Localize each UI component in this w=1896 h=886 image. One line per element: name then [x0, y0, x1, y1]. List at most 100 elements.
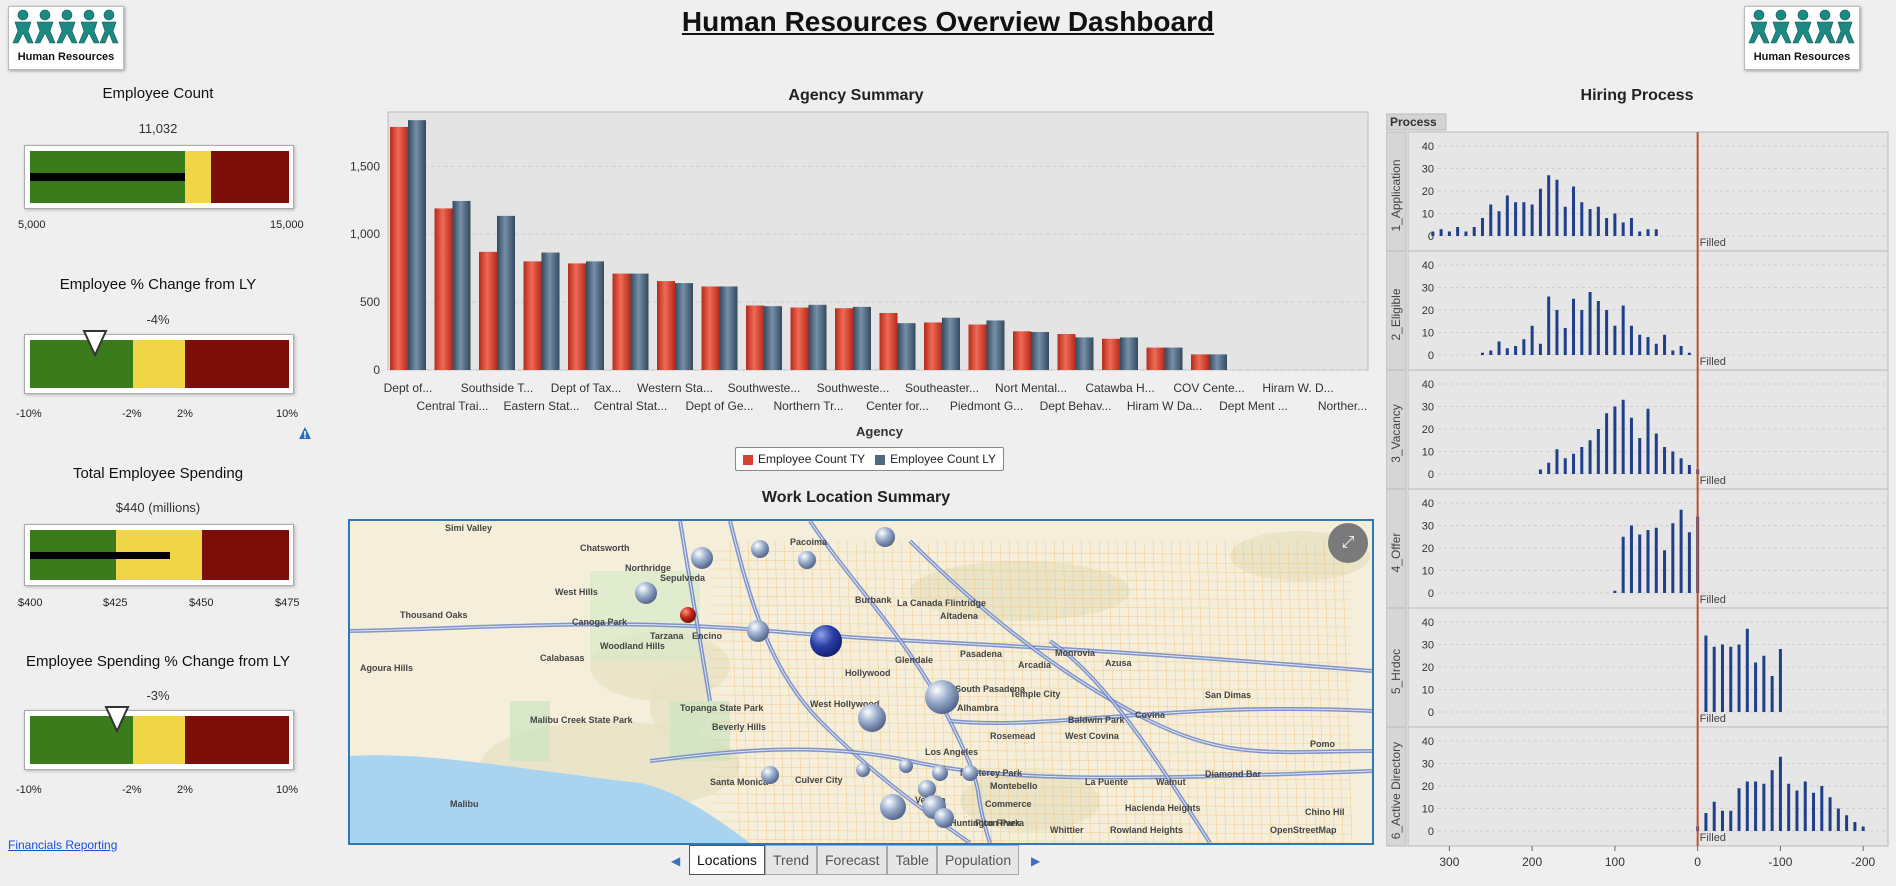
- map-street: [1314, 540, 1326, 843]
- work-location-map[interactable]: Simi Valley Chatsworth Pacoima Thousand Oak…: [348, 519, 1374, 845]
- hist-bar: [1720, 810, 1724, 831]
- map-street: [1305, 540, 1317, 843]
- hist-bar: [1629, 525, 1633, 593]
- map-street: [1125, 540, 1137, 843]
- logo-text: Human Resources: [1753, 51, 1851, 63]
- map-place-label: Malibu Creek State Park: [530, 715, 634, 725]
- map-place-label: Hacienda Heights: [1125, 803, 1201, 813]
- hist-bar: [1828, 797, 1832, 831]
- gauge-tick: 2%: [177, 408, 193, 420]
- hist-bar: [1629, 325, 1633, 355]
- hist-bar: [1770, 676, 1774, 712]
- warning-icon[interactable]: [298, 426, 312, 440]
- bar-ty-12: [924, 322, 942, 370]
- spending-change-gauge[interactable]: [24, 706, 294, 770]
- hist-bar: [1778, 649, 1782, 712]
- bar-ty-11: [879, 312, 898, 370]
- x-tick-label: 300: [1439, 855, 1459, 869]
- hist-bar: [1538, 469, 1542, 474]
- hist-bar: [1555, 310, 1559, 355]
- bar-ly-16: [1120, 337, 1138, 370]
- map-street: [1278, 540, 1290, 843]
- map-street: [709, 586, 1351, 592]
- category-label: Southweste...: [728, 381, 801, 395]
- hist-bar: [1547, 175, 1551, 236]
- map-place-label: Arcadia: [1018, 660, 1052, 670]
- map-street: [738, 540, 750, 843]
- map-place-label: Thousand Oaks: [400, 610, 468, 620]
- map-street: [1224, 540, 1236, 843]
- tabs-next-arrow-icon[interactable]: ▶: [1031, 854, 1041, 868]
- map-street: [1179, 540, 1191, 843]
- tab-forecast[interactable]: Forecast: [817, 845, 888, 875]
- employee-change-gauge[interactable]: [24, 330, 294, 394]
- location-bubble: [880, 794, 906, 820]
- map-place-label: West Hills: [555, 587, 598, 597]
- category-label: Catawba H...: [1085, 381, 1154, 395]
- map-canvas[interactable]: Simi Valley Chatsworth Pacoima Thousand Oak…: [350, 521, 1372, 843]
- financials-reporting-link[interactable]: Financials Reporting: [8, 838, 118, 852]
- location-bubble: [858, 704, 886, 732]
- y-tick-label: 30: [1422, 164, 1434, 176]
- hist-bar: [1762, 783, 1766, 831]
- map-place-label: Burbank: [855, 595, 893, 605]
- hist-bar: [1737, 644, 1741, 712]
- hist-bar: [1745, 781, 1749, 831]
- hist-bar: [1547, 296, 1551, 355]
- employee-count-gauge[interactable]: [24, 145, 294, 209]
- map-street: [774, 540, 786, 843]
- hist-bar: [1596, 301, 1600, 355]
- hist-bar: [1555, 179, 1559, 236]
- map-place-label: Chino Hil: [1305, 807, 1345, 817]
- y-tick-label: 0: [1428, 231, 1434, 243]
- map-street: [1044, 540, 1056, 843]
- gauge-marker-icon: [104, 706, 130, 734]
- tab-population[interactable]: Population: [936, 845, 1020, 875]
- hist-bar: [1538, 188, 1542, 236]
- category-label: Western Sta...: [637, 381, 713, 395]
- gauge-actual-bar: [30, 173, 185, 181]
- hist-bar: [1687, 465, 1691, 474]
- map-street: [1053, 540, 1065, 843]
- hist-bar: [1671, 523, 1675, 593]
- y-tick-label: 0: [1428, 707, 1434, 719]
- legend-swatch-ty: [743, 454, 753, 465]
- tab-table[interactable]: Table: [887, 845, 937, 875]
- map-street: [709, 730, 1351, 736]
- map-place-label: Northridge: [625, 563, 671, 573]
- map-place-label: Woodland Hills: [600, 641, 665, 651]
- map-street: [864, 540, 876, 843]
- map-street: [846, 540, 858, 843]
- total-spending-gauge[interactable]: [24, 524, 294, 586]
- hist-bar: [1778, 756, 1782, 831]
- location-bubble: [875, 527, 895, 547]
- filled-label: Filled: [1700, 237, 1726, 249]
- map-highway-center: [679, 521, 711, 702]
- hist-bar: [1679, 509, 1683, 593]
- agency-summary-chart[interactable]: 0 500 1,000 1,500 Dept of... Central Trai... S…: [340, 108, 1380, 418]
- view-tabs: Locations Trend Forecast Table Populatio…: [689, 845, 1020, 875]
- category-label: Dept of...: [384, 381, 433, 395]
- hist-bar: [1572, 186, 1576, 236]
- hist-bar: [1638, 334, 1642, 355]
- tab-trend[interactable]: Trend: [764, 845, 817, 875]
- y-tick-label: 40: [1422, 498, 1434, 510]
- hist-bar: [1629, 417, 1633, 474]
- tabs-prev-arrow-icon[interactable]: ◀: [671, 854, 681, 868]
- location-bubble: [962, 765, 978, 781]
- gauge-marker-icon: [82, 330, 108, 358]
- expand-icon[interactable]: ⤢: [1328, 523, 1368, 563]
- location-bubble: [635, 582, 657, 604]
- hist-bar: [1679, 458, 1683, 474]
- location-bubble: [798, 551, 816, 569]
- map-street: [709, 604, 1351, 610]
- y-tick-label: 0: [373, 363, 380, 377]
- hr-logo-left: Human Resources: [8, 6, 124, 70]
- page-title: Human Resources Overview Dashboard: [681, 6, 1215, 37]
- bar-ty-13: [968, 324, 987, 370]
- map-street: [709, 766, 1351, 772]
- tab-locations[interactable]: Locations: [689, 845, 765, 875]
- location-bubble: [856, 763, 870, 777]
- map-place-label: West Hollywood: [810, 699, 879, 709]
